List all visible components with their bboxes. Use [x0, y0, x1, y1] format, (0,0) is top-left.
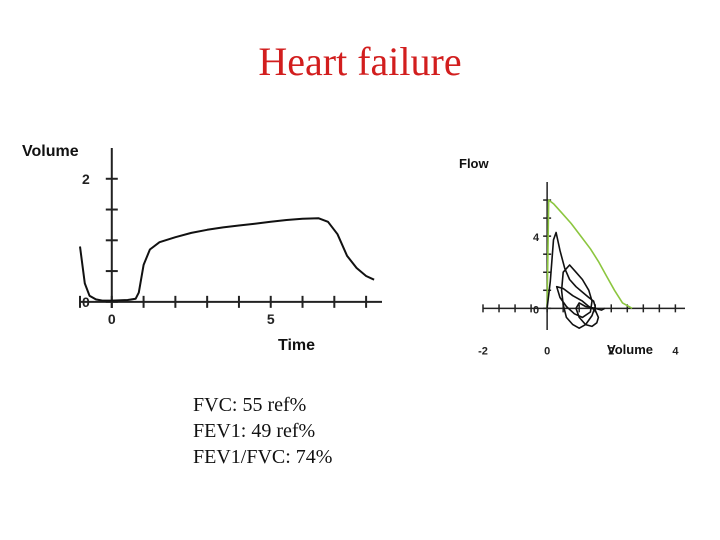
x-tick-label: 5 [267, 311, 275, 327]
x-tick-label: 0 [544, 345, 550, 357]
series-line-0 [79, 217, 375, 302]
x-tick-label: -2 [478, 345, 488, 357]
series-line-1 [546, 231, 606, 329]
y-tick-label: 4 [533, 232, 540, 244]
x-axis-title: Time [278, 337, 315, 354]
fev1-result: FEV1: 49 ref% [193, 420, 316, 442]
y-tick-label: 2 [82, 171, 90, 187]
series-line-0 [546, 199, 633, 309]
x-axis-title: Volume [607, 342, 653, 357]
y-axis-title: Flow [459, 156, 489, 171]
flow-volume-chart: -2 0 2 4 0 4 Flow Volume [459, 156, 685, 357]
x-tick-label: 2 [608, 345, 614, 357]
y-tick-label: 0 [533, 304, 539, 316]
y-axis-title: Volume [22, 143, 79, 160]
slide-title: Heart failure [258, 39, 462, 84]
fev1-fvc-ratio-result: FEV1/FVC: 74% [193, 446, 333, 468]
fvc-result: FVC: 55 ref% [193, 394, 307, 416]
x-tick-label: 0 [108, 311, 116, 327]
x-tick-label: 4 [672, 345, 679, 357]
y-tick-label: 0 [82, 294, 90, 310]
spirometry-results: FVC: 55 ref% FEV1: 49 ref% FEV1/FVC: 74% [193, 392, 332, 470]
